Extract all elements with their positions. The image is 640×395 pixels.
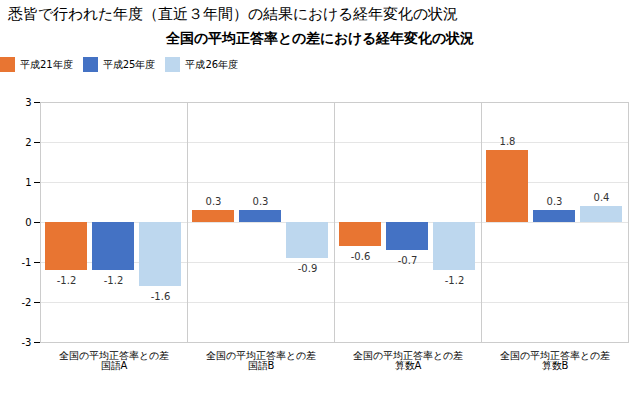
svg-text:-1.2: -1.2 — [445, 275, 465, 286]
svg-text:-2: -2 — [22, 297, 32, 308]
svg-text:全国の平均正答率との差算数A: 全国の平均正答率との差算数A — [353, 350, 463, 371]
svg-text:全国の平均正答率との差国語B: 全国の平均正答率との差国語B — [206, 350, 316, 371]
html-text:平成26年度: 平成26年度 — [185, 58, 239, 70]
html-text:悉皆で行われた年度（直近３年間）の結果における経年変化の状況: 悉皆で行われた年度（直近３年間）の結果における経年変化の状況 — [8, 5, 458, 23]
svg-text:-0.7: -0.7 — [398, 255, 418, 266]
svg-text:0.3: 0.3 — [206, 196, 222, 207]
svg-text:全国の平均正答率との差国語A: 全国の平均正答率との差国語A — [59, 350, 169, 371]
svg-text:0.3: 0.3 — [547, 196, 563, 207]
svg-text:3: 3 — [25, 97, 31, 108]
svg-text:-0.6: -0.6 — [351, 251, 371, 262]
html-text:平成25年度: 平成25年度 — [102, 58, 156, 70]
svg-text:全国の平均正答率との差算数B: 全国の平均正答率との差算数B — [500, 350, 610, 371]
html-text:全国の平均正答率との差における経年変化の状況: 全国の平均正答率との差における経年変化の状況 — [166, 30, 474, 46]
svg-text:-1: -1 — [22, 257, 32, 268]
svg-text:-1.6: -1.6 — [151, 291, 171, 302]
svg-text:1: 1 — [25, 177, 31, 188]
svg-text:2: 2 — [25, 137, 31, 148]
svg-text:0.3: 0.3 — [253, 196, 269, 207]
html-text:平成21年度: 平成21年度 — [20, 58, 73, 70]
svg-text:0.4: 0.4 — [594, 192, 610, 203]
svg-text:-3: -3 — [22, 337, 32, 348]
svg-text:-0.9: -0.9 — [298, 263, 318, 274]
svg-text:-1.2: -1.2 — [104, 275, 124, 286]
svg-text:0: 0 — [25, 217, 31, 228]
svg-text:-1.2: -1.2 — [57, 275, 77, 286]
svg-text:1.8: 1.8 — [500, 136, 516, 147]
